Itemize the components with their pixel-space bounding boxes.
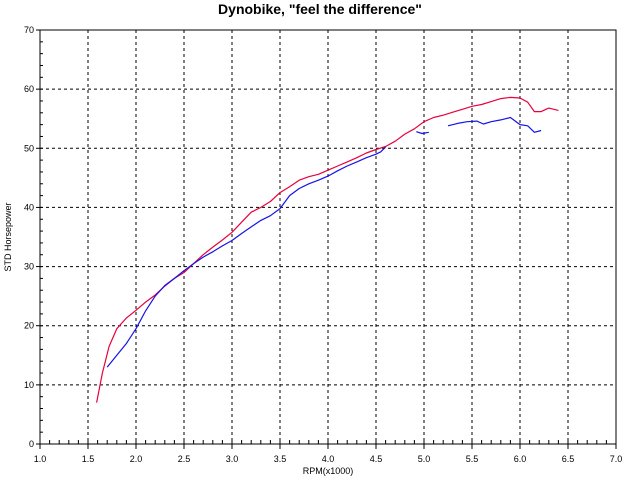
x-tick-label: 4.0: [322, 454, 335, 464]
x-tick-label: 5.0: [418, 454, 431, 464]
y-tick-label: 30: [24, 262, 34, 272]
x-tick-label: 3.0: [226, 454, 239, 464]
y-tick-label: 0: [29, 439, 34, 449]
series-lines: [96, 96, 559, 403]
x-tick-label: 6.0: [514, 454, 527, 464]
y-tick-label: 60: [24, 84, 34, 94]
y-tick-label: 70: [24, 25, 34, 35]
x-tick-label: 2.0: [130, 454, 143, 464]
x-axis-label: RPM(x1000): [303, 466, 354, 476]
x-tick-label: 1.5: [82, 454, 95, 464]
series-2-line-segment-2: [416, 131, 429, 135]
x-tick-label: 1.0: [34, 454, 47, 464]
y-tick-labels: 0 10 20 30 40 50 60 70: [24, 25, 34, 449]
x-tick-labels: 1.0 1.5 2.0 2.5 3.0 3.5 4.0 4.5 5.0 5.5 6.0 6.5 7.0: [34, 454, 623, 464]
x-tick-label: 7.0: [610, 454, 623, 464]
series-2-line-segment-3: [447, 116, 542, 133]
series-2-line-segment-1: [106, 146, 387, 368]
x-tick-label: 4.5: [370, 454, 383, 464]
grid: [40, 30, 616, 444]
x-tick-label: 6.5: [562, 454, 575, 464]
chart-title: Dynobike, "feel the difference": [218, 1, 422, 17]
minor-ticks: [36, 29, 617, 449]
x-tick-label: 5.5: [466, 454, 479, 464]
y-tick-label: 20: [24, 321, 34, 331]
x-tick-label: 2.5: [178, 454, 191, 464]
y-tick-label: 10: [24, 380, 34, 390]
x-tick-label: 3.5: [274, 454, 287, 464]
y-tick-label: 50: [24, 143, 34, 153]
y-tick-label: 40: [24, 202, 34, 212]
y-axis-label: STD Horsepower: [3, 202, 13, 271]
